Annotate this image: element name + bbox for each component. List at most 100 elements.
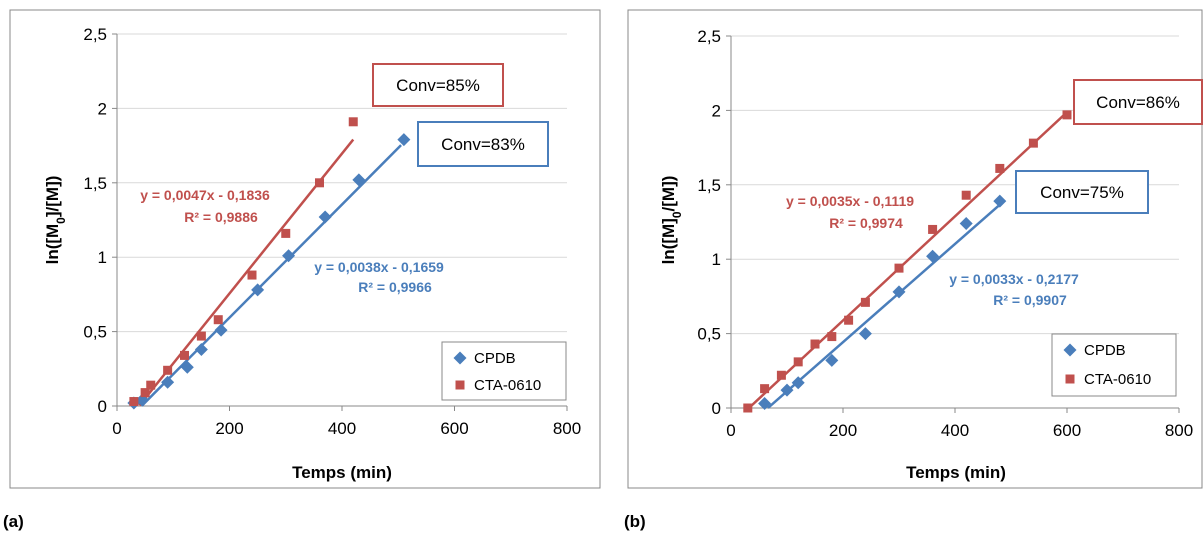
data-point [926, 249, 940, 263]
data-point [995, 163, 1005, 173]
data-point [858, 327, 872, 341]
trendline-equation: y = 0,0038x - 0,1659 [314, 259, 444, 275]
y-tick-label: 2,5 [697, 27, 721, 46]
legend-label: CPDB [474, 350, 516, 367]
data-point [776, 370, 786, 380]
y-tick-label: 2 [712, 101, 721, 120]
data-point [793, 357, 803, 367]
legend-box [441, 341, 567, 401]
y-tick-label: 0,5 [697, 325, 721, 344]
x-tick-label: 600 [1053, 421, 1081, 440]
y-tick-label: 2,5 [83, 25, 107, 44]
legend-box [1051, 333, 1177, 397]
legend-label: CTA-0610 [1084, 371, 1151, 388]
conversion-label: Conv=85% [396, 76, 480, 95]
y-tick-label: 2 [98, 99, 107, 118]
conversion-callout: Conv=75% [1015, 170, 1149, 214]
legend-marker [1063, 343, 1077, 357]
data-point [194, 342, 208, 356]
conversion-callout: Conv=85% [372, 63, 504, 107]
trendline-r2: R² = 0,9907 [993, 292, 1067, 308]
data-point [743, 403, 753, 413]
conversion-callout: Conv=86% [1073, 79, 1203, 125]
data-point [844, 315, 854, 325]
callout-box [1073, 79, 1203, 125]
data-point [928, 224, 938, 234]
series-cta-0610 [129, 117, 358, 407]
x-tick-label: 800 [553, 419, 581, 438]
data-point [810, 339, 820, 349]
data-point [146, 380, 156, 390]
data-point [827, 332, 837, 342]
trendline-equation: y = 0,0047x - 0,1836 [140, 187, 270, 203]
data-point [993, 194, 1007, 208]
panel-label: (b) [624, 512, 646, 531]
data-point [318, 210, 332, 224]
x-tick-label: 200 [215, 419, 243, 438]
trendline-r2: R² = 0,9966 [358, 279, 432, 295]
trendline-r2: R² = 0,9974 [829, 215, 903, 231]
data-point [825, 353, 839, 367]
y-tick-label: 0,5 [83, 323, 107, 342]
data-point [959, 216, 973, 230]
x-tick-label: 400 [328, 419, 356, 438]
data-point [791, 376, 805, 390]
data-point [163, 365, 173, 375]
data-point [140, 388, 150, 398]
y-tick-label: 1 [712, 250, 721, 269]
y-tick-label: 0 [98, 397, 107, 416]
data-point [315, 178, 324, 188]
chart-panel-a: 0 0,5 1 1,5 2 2,5 0 200 400 600 800 Temps (min) ln([… [3, 9, 601, 531]
conversion-label: Conv=75% [1040, 183, 1124, 202]
y-tick-label: 1 [98, 248, 107, 267]
y-tick-label: 1,5 [697, 176, 721, 195]
trendline-equation: y = 0,0033x - 0,2177 [949, 271, 1079, 287]
legend: CPDB CTA-0610 [1051, 333, 1177, 397]
data-point [860, 297, 870, 307]
legend: CPDB CTA-0610 [441, 341, 567, 401]
data-point [892, 285, 906, 299]
data-point [161, 375, 175, 389]
data-point [894, 263, 904, 273]
conversion-label: Conv=86% [1096, 93, 1180, 112]
conversion-label: Conv=83% [441, 135, 525, 154]
x-tick-label: 800 [1165, 421, 1193, 440]
conversion-callout: Conv=83% [417, 121, 549, 167]
x-tick-label: 400 [941, 421, 969, 440]
legend-label: CTA-0610 [474, 377, 541, 394]
data-point [760, 384, 770, 394]
data-point [397, 133, 411, 147]
x-tick-label: 600 [440, 419, 468, 438]
y-tick-label: 0 [712, 399, 721, 418]
data-point [251, 283, 265, 297]
data-point [1062, 110, 1072, 120]
y-axis-title: ln([M]0/[M]) [659, 176, 684, 265]
chart-panel-b: 0 0,5 1 1,5 2 2,5 0 200 400 600 800 Temps (min) ln([… [624, 9, 1203, 531]
legend-label: CPDB [1084, 342, 1126, 359]
series-cta-0610 [743, 110, 1072, 413]
data-point [282, 249, 296, 263]
x-axis-title: Temps (min) [906, 463, 1006, 482]
data-point [758, 397, 772, 411]
data-point [1028, 138, 1038, 148]
data-point [780, 383, 794, 397]
y-axis-title: ln([M0]/[M]) [43, 176, 68, 265]
callout-box [417, 121, 549, 167]
callout-box [1015, 170, 1149, 214]
panel-label: (a) [3, 512, 24, 531]
callout-box [372, 63, 504, 107]
series-cpdb [758, 194, 1007, 411]
data-point [961, 190, 971, 200]
legend-marker [453, 351, 467, 365]
data-point [129, 397, 139, 407]
x-tick-label: 200 [829, 421, 857, 440]
data-point [180, 360, 194, 374]
data-point [180, 350, 189, 360]
legend-marker [455, 380, 465, 390]
trendline-r2: R² = 0,9886 [184, 209, 258, 225]
data-point [196, 331, 206, 341]
data-point [352, 173, 366, 187]
data-point [281, 228, 291, 238]
data-point [247, 270, 257, 280]
y-tick-label: 1,5 [83, 174, 107, 193]
